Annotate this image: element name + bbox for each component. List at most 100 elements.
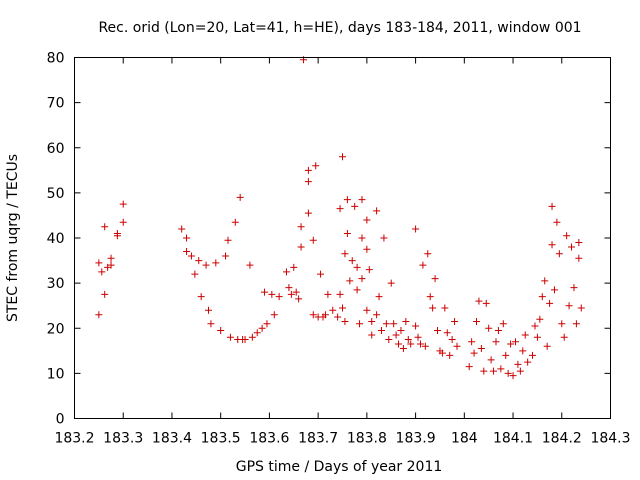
data-point	[380, 234, 388, 242]
data-point	[241, 336, 249, 344]
data-point	[412, 322, 420, 330]
data-point	[98, 268, 106, 276]
data-point	[222, 252, 230, 260]
data-point	[541, 277, 549, 285]
data-point	[113, 229, 121, 237]
data-point	[511, 338, 519, 346]
data-point	[407, 340, 415, 348]
y-tick-label: 80	[47, 51, 65, 67]
data-point	[363, 306, 371, 314]
data-point	[336, 290, 344, 298]
data-point	[555, 250, 563, 258]
data-point	[560, 333, 568, 341]
data-point	[516, 367, 524, 375]
y-axis-label: STEC from uqrg / TECUs	[5, 154, 21, 322]
data-point	[419, 261, 427, 269]
data-point	[212, 259, 220, 267]
data-point	[451, 317, 459, 325]
data-point	[421, 342, 429, 350]
data-point	[426, 293, 434, 301]
x-axis-label: GPS time / Days of year 2011	[236, 459, 443, 475]
data-point	[565, 302, 573, 310]
data-point	[536, 315, 544, 323]
data-point	[575, 239, 583, 247]
data-point	[217, 327, 225, 335]
data-point	[368, 317, 376, 325]
data-point	[402, 317, 410, 325]
data-point	[95, 311, 103, 319]
data-point	[468, 338, 476, 346]
data-point	[563, 232, 571, 240]
data-point	[397, 327, 405, 335]
data-point	[246, 261, 254, 269]
data-point	[514, 360, 522, 368]
x-tick-label: 183.4	[152, 431, 192, 447]
data-point	[263, 320, 271, 328]
data-point	[304, 209, 312, 217]
data-point	[261, 288, 269, 296]
data-point	[343, 196, 351, 204]
data-point	[465, 363, 473, 371]
data-point	[107, 254, 115, 262]
data-point	[358, 275, 366, 283]
data-point	[416, 340, 424, 348]
data-point	[395, 340, 403, 348]
data-point	[414, 333, 422, 341]
data-point	[248, 333, 256, 341]
y-tick-label: 70	[47, 96, 65, 112]
x-tick-label: 183.7	[298, 431, 338, 447]
data-point	[390, 320, 398, 328]
data-point	[287, 290, 295, 298]
data-point	[568, 243, 576, 251]
data-point	[353, 286, 361, 294]
data-point	[348, 257, 356, 265]
data-point	[548, 202, 556, 210]
data-point	[297, 223, 305, 231]
x-tick-label: 183.2	[54, 431, 94, 447]
data-point	[183, 248, 191, 256]
data-point	[358, 234, 366, 242]
x-tick-label: 183.9	[396, 431, 436, 447]
data-point	[101, 290, 109, 298]
data-point	[392, 331, 400, 339]
data-point	[275, 293, 283, 301]
data-point	[95, 259, 103, 267]
data-point	[572, 320, 580, 328]
data-point	[329, 306, 337, 314]
data-point	[282, 268, 290, 276]
data-point	[553, 218, 561, 226]
data-point	[356, 320, 364, 328]
plot-frame	[74, 57, 611, 419]
data-point	[499, 320, 507, 328]
data-point	[492, 338, 500, 346]
x-tick-label: 184	[451, 431, 478, 447]
x-tick-label: 184.2	[542, 431, 582, 447]
data-point	[297, 243, 305, 251]
data-point	[373, 311, 381, 319]
data-point	[399, 345, 407, 353]
data-point	[258, 324, 266, 332]
y-tick-label: 20	[47, 321, 65, 337]
data-point	[385, 336, 393, 344]
data-point	[531, 322, 539, 330]
axes: 183.2 183.3 183.4 183.5 183.6 183.7 183.8 183.9…	[47, 51, 631, 447]
data-point	[341, 250, 349, 258]
data-point	[480, 367, 488, 375]
data-point	[363, 216, 371, 224]
data-point	[270, 311, 278, 319]
x-tick-label: 184.1	[493, 431, 533, 447]
data-point	[446, 351, 454, 359]
y-tick-label: 40	[47, 231, 65, 247]
data-point	[431, 275, 439, 283]
data-point	[365, 266, 373, 274]
data-point	[404, 336, 412, 344]
data-point	[268, 290, 276, 298]
data-point	[504, 369, 512, 377]
chart-title: Rec. orid (Lon=20, Lat=41, h=HE), days 1…	[98, 20, 581, 36]
data-point	[429, 304, 437, 312]
data-point	[231, 218, 239, 226]
data-point	[290, 263, 298, 271]
x-tick-label: 184.3	[590, 431, 630, 447]
data-point	[473, 317, 480, 325]
